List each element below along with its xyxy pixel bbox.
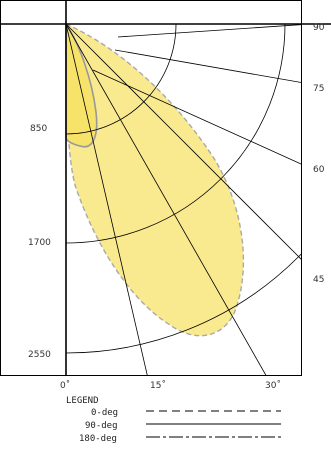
grid-ray-60	[92, 69, 302, 165]
radial-tick-850: 850	[30, 124, 47, 134]
legend: LEGEND 0-deg 90-deg 180-deg	[66, 396, 281, 444]
angle-tick-0: 0˚	[60, 380, 70, 391]
plot-frame	[0, 0, 302, 376]
legend-label-90-deg: 90-deg	[85, 421, 118, 431]
beam-fill-inner	[65, 21, 98, 148]
grid-ray-15	[65, 23, 148, 376]
angle-tick-45: 45	[313, 275, 324, 285]
legend-label-0-deg: 0-deg	[91, 408, 118, 418]
angle-tick-15: 15˚	[150, 380, 166, 391]
grid-ray-75	[114, 49, 302, 84]
grid-ray-30	[65, 23, 267, 376]
angle-tick-90: 90	[313, 23, 325, 33]
grid-ray-90	[117, 24, 302, 38]
legend-label-180-deg: 180-deg	[79, 434, 117, 444]
radial-tick-1700: 1700	[28, 238, 51, 248]
grid-ray-45	[65, 23, 302, 261]
radial-tick-2550: 2550	[28, 350, 51, 360]
angle-tick-75: 75	[313, 84, 324, 94]
angle-tick-60: 60	[313, 165, 325, 175]
angle-tick-30: 30˚	[265, 380, 281, 391]
legend-title: LEGEND	[66, 396, 99, 406]
